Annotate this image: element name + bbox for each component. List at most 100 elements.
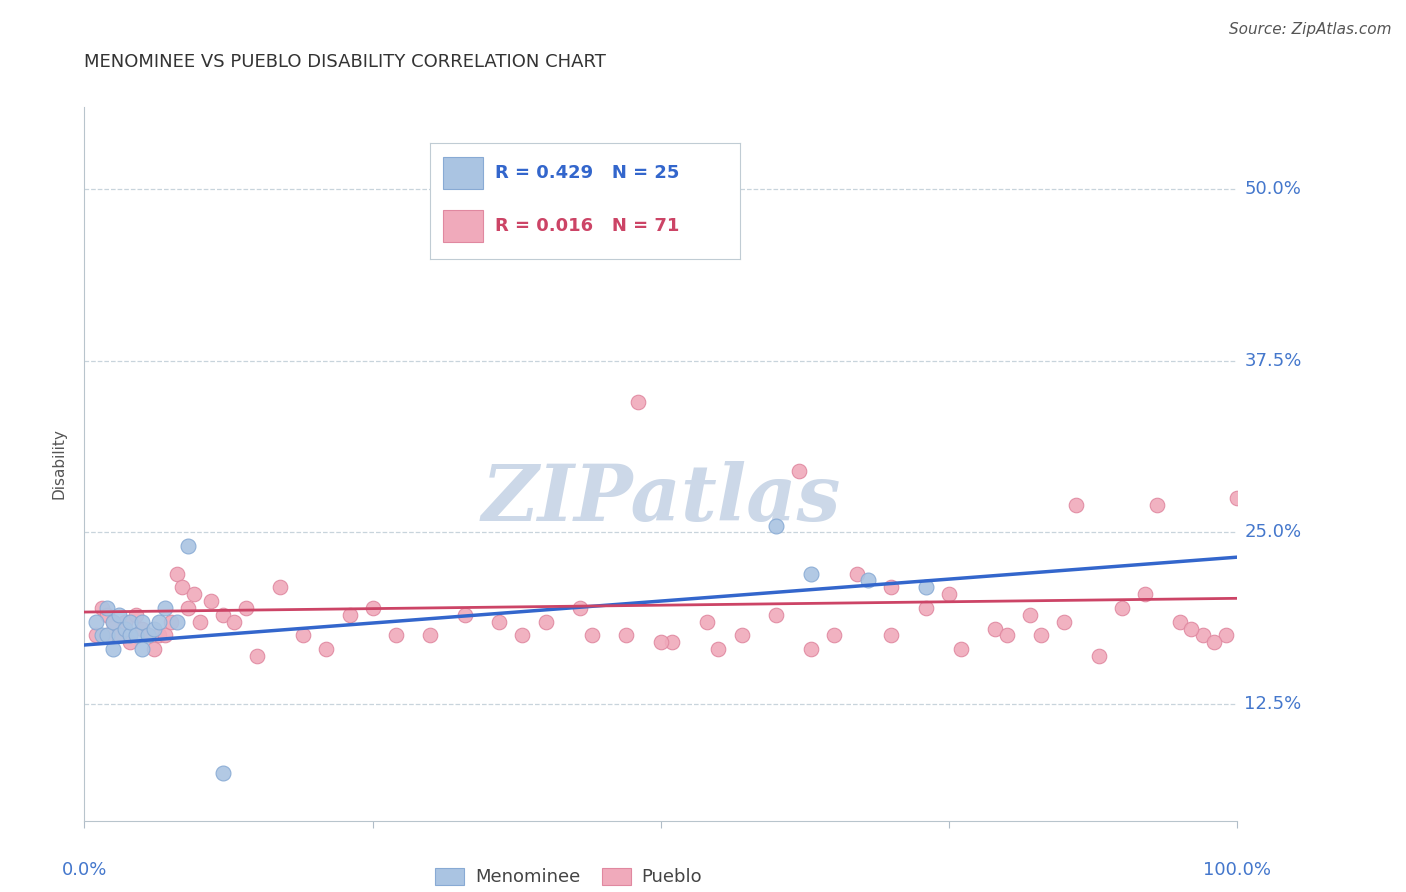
Point — [120, 628, 142, 642]
Point — [823, 628, 845, 642]
Point — [136, 628, 159, 642]
Point — [534, 615, 557, 629]
Text: 50.0%: 50.0% — [1244, 180, 1301, 198]
Point — [269, 580, 291, 594]
Point — [200, 594, 222, 608]
Legend: Menominee, Pueblo: Menominee, Pueblo — [427, 861, 709, 892]
Point — [858, 574, 880, 588]
Point — [90, 601, 112, 615]
Point — [177, 601, 200, 615]
Point — [915, 580, 938, 594]
Point — [1133, 587, 1156, 601]
Point — [125, 628, 148, 642]
Text: 12.5%: 12.5% — [1244, 695, 1302, 713]
Point — [142, 622, 165, 636]
Point — [96, 601, 118, 615]
Point — [661, 635, 683, 649]
Point — [114, 622, 136, 636]
Point — [339, 607, 361, 622]
Point — [172, 580, 194, 594]
Point — [188, 615, 211, 629]
Point — [1204, 635, 1226, 649]
Point — [650, 635, 672, 649]
Point — [730, 628, 752, 642]
Point — [1168, 615, 1191, 629]
Point — [246, 648, 269, 663]
Point — [114, 615, 136, 629]
Point — [787, 464, 810, 478]
Point — [1064, 498, 1087, 512]
Point — [1191, 628, 1213, 642]
Y-axis label: Disability: Disability — [51, 428, 66, 500]
Point — [120, 635, 142, 649]
Point — [131, 615, 153, 629]
FancyBboxPatch shape — [443, 210, 482, 243]
Point — [131, 622, 153, 636]
Point — [800, 566, 823, 581]
Point — [488, 615, 510, 629]
Point — [211, 765, 233, 780]
Point — [131, 642, 153, 657]
Point — [627, 395, 650, 409]
Point — [419, 628, 441, 642]
Point — [454, 607, 477, 622]
Point — [103, 642, 124, 657]
Text: R = 0.429   N = 25: R = 0.429 N = 25 — [495, 164, 679, 182]
Point — [148, 628, 170, 642]
Point — [984, 622, 1007, 636]
Point — [512, 628, 534, 642]
Text: ZIPatlas: ZIPatlas — [481, 461, 841, 538]
Point — [614, 628, 637, 642]
Point — [915, 601, 938, 615]
Point — [108, 628, 131, 642]
Point — [765, 607, 787, 622]
Point — [103, 615, 124, 629]
Point — [995, 628, 1018, 642]
Point — [696, 615, 718, 629]
Point — [142, 642, 165, 657]
Point — [96, 628, 118, 642]
FancyBboxPatch shape — [443, 157, 482, 189]
Point — [136, 628, 159, 642]
Point — [211, 607, 233, 622]
Text: 25.0%: 25.0% — [1244, 524, 1302, 541]
Point — [120, 615, 142, 629]
Point — [765, 518, 787, 533]
Point — [361, 601, 384, 615]
Point — [292, 628, 315, 642]
Point — [1146, 498, 1168, 512]
Point — [90, 628, 112, 642]
Text: MENOMINEE VS PUEBLO DISABILITY CORRELATION CHART: MENOMINEE VS PUEBLO DISABILITY CORRELATI… — [84, 54, 606, 71]
Point — [159, 615, 183, 629]
Point — [707, 642, 730, 657]
Point — [183, 587, 205, 601]
Point — [166, 615, 188, 629]
Point — [880, 628, 903, 642]
Point — [148, 615, 170, 629]
Point — [800, 642, 823, 657]
Point — [845, 566, 868, 581]
Point — [1111, 601, 1133, 615]
Point — [315, 642, 337, 657]
Point — [177, 539, 200, 553]
Text: Source: ZipAtlas.com: Source: ZipAtlas.com — [1229, 22, 1392, 37]
Point — [569, 601, 592, 615]
Point — [1226, 491, 1249, 505]
Text: 100.0%: 100.0% — [1204, 861, 1271, 879]
Point — [224, 615, 246, 629]
Text: 37.5%: 37.5% — [1244, 352, 1302, 370]
Point — [1088, 648, 1111, 663]
Point — [581, 628, 603, 642]
Point — [108, 628, 131, 642]
Point — [384, 628, 406, 642]
Text: 0.0%: 0.0% — [62, 861, 107, 879]
Point — [880, 580, 903, 594]
Point — [1031, 628, 1053, 642]
Point — [1215, 628, 1237, 642]
Point — [235, 601, 257, 615]
Point — [949, 642, 972, 657]
Point — [1053, 615, 1076, 629]
Point — [108, 607, 131, 622]
Text: R = 0.016   N = 71: R = 0.016 N = 71 — [495, 218, 679, 235]
Point — [84, 615, 107, 629]
